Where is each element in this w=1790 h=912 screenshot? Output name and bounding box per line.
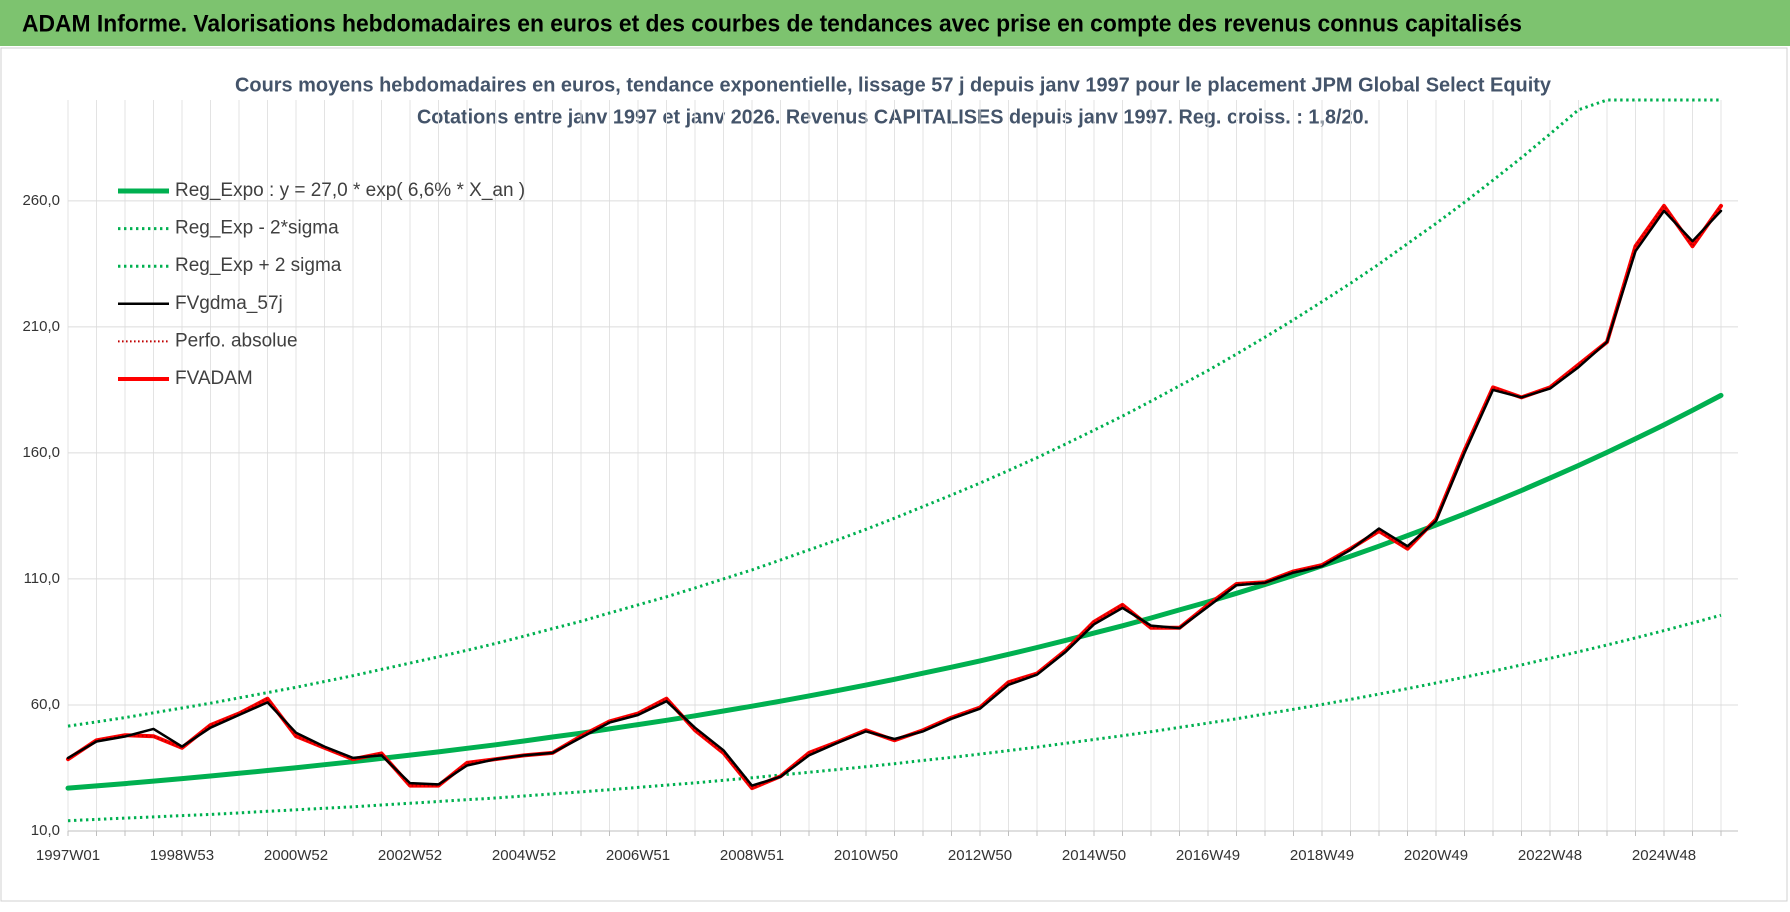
x-tick-label: 2004W52	[492, 847, 556, 864]
x-tick-label: 2000W52	[264, 847, 328, 864]
series-line	[66, 209, 1723, 787]
y-tick-label: 110,0	[24, 570, 60, 587]
y-tick-label: 10,0	[31, 822, 60, 839]
x-tick-label: 2010W50	[834, 847, 898, 864]
y-tick-label: 60,0	[31, 696, 60, 713]
chart-subtitle: Cotations entre janv 1997 et janv 2026. …	[417, 106, 1369, 128]
legend-label: Perfo. absolue	[175, 330, 298, 351]
legend-label: FVgdma_57j	[175, 293, 283, 314]
x-tick-label: 2012W50	[948, 847, 1012, 864]
y-tick-label: 210,0	[22, 318, 60, 335]
x-tick-label: 2016W49	[1176, 847, 1240, 864]
plot-area: 10,0 60,0 110,0 160,0 210,0 260,0 1997W01 1998W…	[22, 98, 1738, 864]
x-tick-label: 1998W53	[150, 847, 214, 864]
series-line	[65, 392, 1724, 791]
x-tick-label: 2020W49	[1404, 847, 1468, 864]
chart-title: Cours moyens hebdomadaires en euros, ten…	[235, 74, 1552, 96]
header-bar	[0, 0, 1790, 46]
series-line	[67, 613, 1722, 823]
header-title: ADAM Informe. Valorisations hebdomadaire…	[22, 10, 1522, 37]
legend-label: Reg_Exp + 2 sigma	[175, 255, 342, 276]
x-tick-label: 1997W01	[36, 847, 100, 864]
x-tick-label: 2014W50	[1062, 847, 1126, 864]
y-tick-label: 160,0	[22, 444, 60, 461]
legend-label: Reg_Expo : y = 27,0 * exp( 6,6% * X_an )	[175, 180, 525, 201]
x-tick-label: 2018W49	[1290, 847, 1354, 864]
x-tick-label: 2006W51	[606, 847, 670, 864]
x-tick-label: 2002W52	[378, 847, 442, 864]
legend-label: FVADAM	[175, 368, 253, 389]
x-tick-label: 2008W51	[720, 847, 784, 864]
y-tick-label: 260,0	[22, 192, 60, 209]
legend-label: Reg_Exp - 2*sigma	[175, 218, 339, 239]
x-tick-label: 2024W48	[1632, 847, 1696, 864]
chart-frame	[0, 47, 1788, 902]
series-line	[67, 98, 1721, 728]
x-tick-label: 2022W48	[1518, 847, 1582, 864]
